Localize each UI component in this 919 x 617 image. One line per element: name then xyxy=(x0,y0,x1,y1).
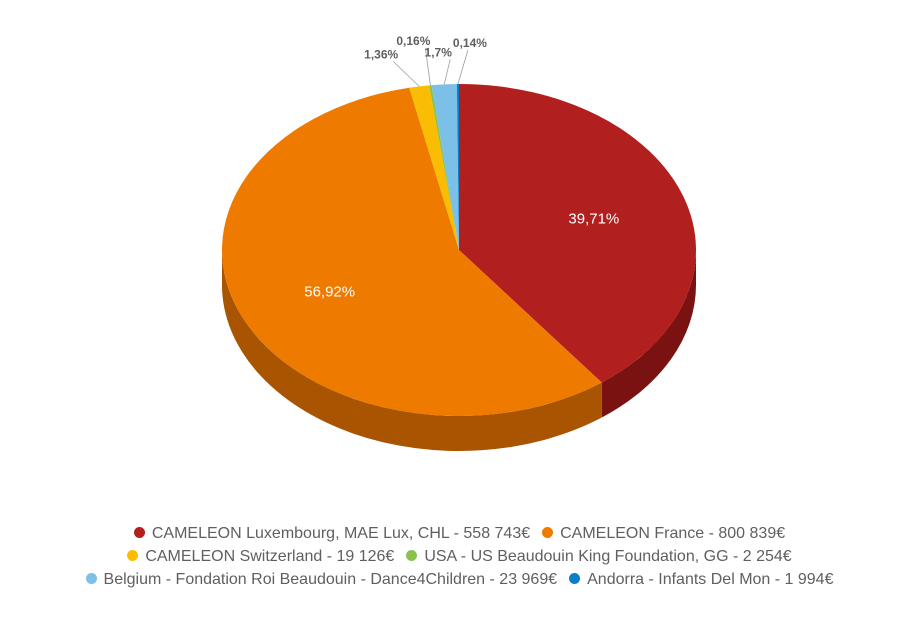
legend-item: USA - US Beaudouin King Foundation, GG -… xyxy=(406,545,792,568)
legend-item: CAMELEON Luxembourg, MAE Lux, CHL - 558 … xyxy=(133,522,531,545)
legend-label: CAMELEON Switzerland - 19 126€ xyxy=(145,548,395,565)
pie-slice xyxy=(409,85,459,251)
pie-slice xyxy=(429,85,459,251)
legend-label: USA - US Beaudouin King Foundation, GG -… xyxy=(424,548,792,565)
legend-row: CAMELEON Switzerland - 19 126€ USA - US B… xyxy=(0,545,919,568)
pie-chart: 39,71% 56,92% 1,36%0,16%1,7%0,14% xyxy=(221,34,696,451)
pie-slice xyxy=(459,84,696,383)
pie-slice xyxy=(221,87,602,417)
legend-item: Belgium - Fondation Roi Beaudouin - Danc… xyxy=(85,568,558,591)
pie-label-leader-line xyxy=(392,61,420,87)
legend-row: Belgium - Fondation Roi Beaudouin - Danc… xyxy=(0,568,919,591)
pie-slice-percent-label: 39,71% xyxy=(568,210,619,227)
legend-label: CAMELEON France - 800 839€ xyxy=(560,525,786,542)
pie-slice-side xyxy=(601,250,696,418)
pie-tops xyxy=(221,84,696,417)
legend-swatch xyxy=(127,550,139,562)
legend-label: Andorra - Infants Del Mon - 1 994€ xyxy=(587,571,834,588)
legend-label: Belgium - Fondation Roi Beaudouin - Danc… xyxy=(103,571,558,588)
chart-legend: CAMELEON Luxembourg, MAE Lux, CHL - 558 … xyxy=(0,522,919,591)
pie-slice xyxy=(456,84,459,250)
pie-slice-percent-label: 1,7% xyxy=(425,45,453,59)
legend-label: CAMELEON Luxembourg, MAE Lux, CHL - 558 … xyxy=(151,525,531,542)
legend-item: CAMELEON Switzerland - 19 126€ xyxy=(127,545,394,568)
pie-slice xyxy=(431,84,459,250)
pie-slice-percent-label: 1,36% xyxy=(364,47,398,61)
legend-swatch xyxy=(569,573,581,585)
pie-slice-percent-label: 0,16% xyxy=(396,34,430,48)
legend-item: CAMELEON France - 800 839€ xyxy=(542,522,785,545)
legend-swatch xyxy=(85,573,97,585)
pie-sides xyxy=(222,250,696,451)
pie-slice-side xyxy=(222,250,602,451)
pie-label-leader-line xyxy=(425,48,431,86)
legend-row: CAMELEON Luxembourg, MAE Lux, CHL - 558 … xyxy=(0,522,919,545)
legend-swatch xyxy=(406,550,418,562)
pie-label-leader-line xyxy=(443,59,451,85)
pie-labels: 39,71% 56,92% 1,36%0,16%1,7%0,14% xyxy=(304,34,619,300)
pie-slice-percent-label: 0,14% xyxy=(453,36,487,50)
pie-slice-percent-label: 56,92% xyxy=(304,283,355,300)
pie-label-leader-line xyxy=(457,49,469,85)
legend-swatch xyxy=(133,527,145,539)
legend-swatch xyxy=(542,527,554,539)
legend-item: Andorra - Infants Del Mon - 1 994€ xyxy=(569,568,833,591)
